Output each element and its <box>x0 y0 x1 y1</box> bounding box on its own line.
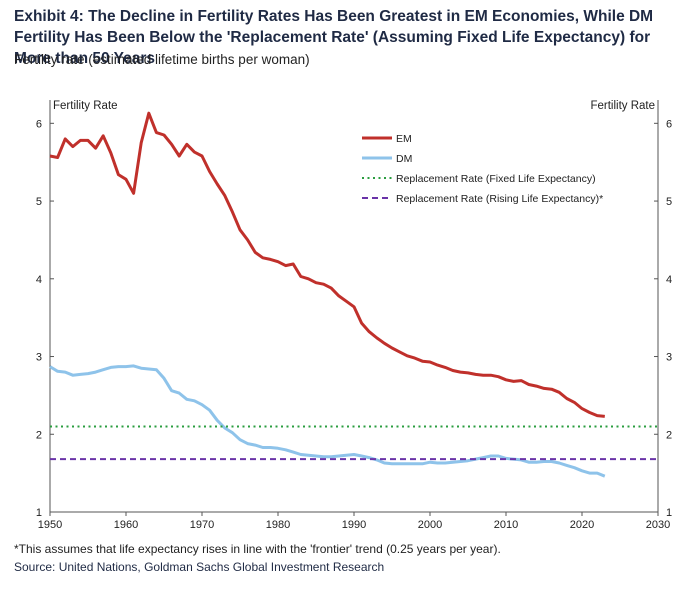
y-tick-label-right: 4 <box>666 274 672 286</box>
x-tick-label: 2000 <box>418 519 442 531</box>
legend-label: Replacement Rate (Rising Life Expectancy… <box>396 193 603 205</box>
y-tick-label-right: 1 <box>666 507 672 519</box>
x-tick-label: 2010 <box>494 519 518 531</box>
y-tick-label-right: 2 <box>666 429 672 441</box>
legend-label: Replacement Rate (Fixed Life Expectancy) <box>396 173 596 185</box>
x-tick-label: 2020 <box>570 519 594 531</box>
legend-label: EM <box>396 133 412 145</box>
x-tick-label: 1980 <box>266 519 290 531</box>
y-tick-label-left: 6 <box>36 118 42 130</box>
source-note: Source: United Nations, Goldman Sachs Gl… <box>14 560 385 574</box>
x-tick-label: 1950 <box>38 519 62 531</box>
y-tick-label-left: 2 <box>36 429 42 441</box>
left-axis-label: Fertility Rate <box>53 100 118 112</box>
y-tick-label-right: 5 <box>666 196 672 208</box>
right-axis-label: Fertility Rate <box>590 100 655 112</box>
legend-label: DM <box>396 153 412 165</box>
chart-subtitle: Fertility rate (estimated lifetime birth… <box>14 52 310 67</box>
y-tick-label-left: 1 <box>36 507 42 519</box>
y-tick-label-right: 6 <box>666 118 672 130</box>
x-tick-label: 1970 <box>190 519 214 531</box>
chart-title: Exhibit 4: The Decline in Fertility Rate… <box>14 8 654 67</box>
x-tick-label: 1990 <box>342 519 366 531</box>
y-tick-label-left: 3 <box>36 352 42 364</box>
series-line-em <box>49 111 605 418</box>
x-tick-label: 1960 <box>114 519 138 531</box>
y-tick-label-left: 4 <box>36 274 42 286</box>
y-tick-label-right: 3 <box>666 352 672 364</box>
footnote: *This assumes that life expectancy rises… <box>14 542 501 556</box>
y-tick-label-left: 5 <box>36 196 42 208</box>
x-tick-label: 2030 <box>646 519 670 531</box>
